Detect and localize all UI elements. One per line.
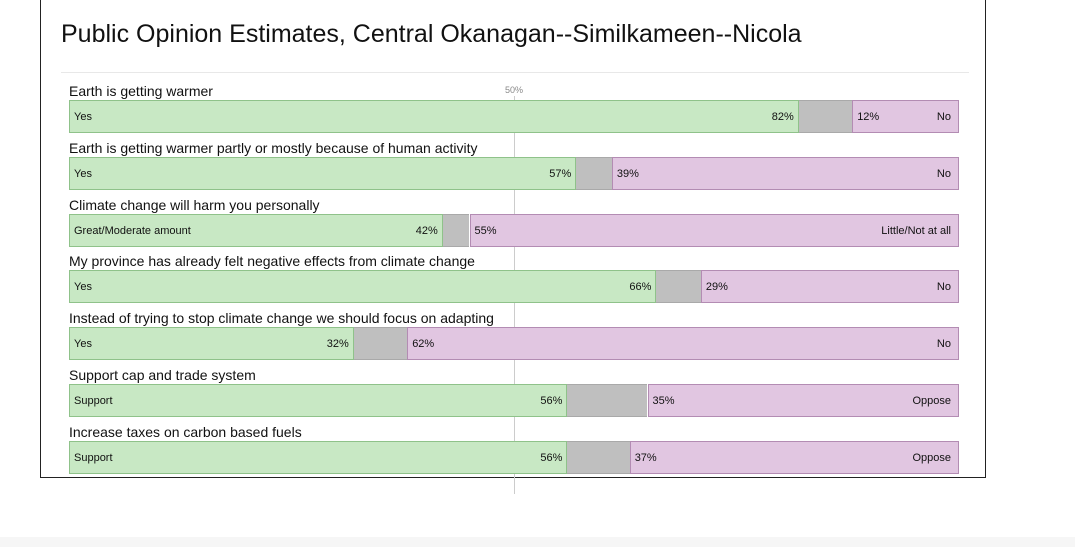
neutral-bar (656, 270, 701, 304)
neutral-bar (798, 100, 853, 133)
midpoint-label: 50% (504, 85, 524, 95)
title-divider (61, 72, 969, 73)
positive-value: 57% (549, 167, 572, 180)
positive-label: Yes (74, 281, 92, 294)
positive-value: 82% (771, 111, 794, 123)
negative-label: Little/Not at all (881, 224, 951, 237)
chart-panel: Public Opinion Estimates, Central Okanag… (40, 0, 987, 494)
positive-bar: Yes 82% (69, 100, 799, 133)
positive-label: Great/Moderate amount (74, 224, 191, 237)
positive-value: 42% (415, 224, 438, 237)
negative-value: 37% (634, 451, 657, 464)
positive-bar: Yes 32% (69, 327, 354, 361)
negative-label: Oppose (912, 395, 951, 407)
positive-bar: Yes 66% (69, 270, 657, 304)
positive-bar: Great/Moderate amount 42% (69, 213, 443, 247)
positive-bar: Support 56% (69, 384, 568, 417)
negative-label: No (936, 111, 951, 123)
neutral-bar (353, 327, 408, 361)
negative-value: 62% (412, 338, 435, 351)
negative-value: 35% (652, 395, 675, 407)
negative-bar: 12% No (852, 100, 959, 133)
neutral-bar (576, 156, 612, 190)
positive-value: 56% (540, 395, 563, 407)
positive-label: Support (74, 451, 113, 464)
positive-value: 32% (326, 338, 349, 351)
question-label: Increase taxes on carbon based fuels (69, 423, 304, 440)
question-label: My province has already felt negative ef… (69, 253, 477, 270)
positive-value: 56% (540, 451, 563, 464)
positive-bar: Support 56% (69, 440, 568, 474)
positive-label: Yes (74, 167, 92, 180)
neutral-bar (567, 440, 630, 474)
negative-bar: 39% No (611, 156, 959, 190)
question-label: Instead of trying to stop climate change… (69, 310, 496, 327)
negative-bar: 37% Oppose (629, 440, 959, 474)
neutral-bar (567, 384, 648, 417)
question-label: Support cap and trade system (69, 367, 258, 383)
negative-label: No (936, 338, 951, 351)
negative-bar: 62% No (407, 327, 959, 361)
question-label: Earth is getting warmer partly or mostly… (69, 139, 480, 156)
negative-label: Oppose (912, 451, 951, 464)
negative-bar: 29% No (700, 270, 959, 304)
neutral-bar (442, 213, 470, 247)
negative-value: 12% (857, 111, 880, 123)
question-label: Climate change will harm you personally (69, 196, 322, 213)
negative-label: No (936, 167, 951, 180)
diverging-bar-chart: 50% Earth is getting warmer Yes 82% 12% No Ear… (41, 0, 987, 494)
negative-value: 29% (705, 281, 728, 294)
question-label: Earth is getting warmer (69, 83, 215, 99)
negative-bar: 55% Little/Not at all (469, 213, 959, 247)
positive-bar: Yes 57% (69, 156, 577, 190)
negative-bar: 35% Oppose (647, 384, 959, 417)
positive-label: Yes (74, 111, 92, 123)
positive-value: 66% (629, 281, 652, 294)
negative-label: No (936, 281, 951, 294)
page-bottom-strip (0, 537, 1075, 547)
positive-label: Yes (74, 338, 92, 351)
negative-value: 39% (616, 167, 639, 180)
positive-label: Support (74, 395, 113, 407)
negative-value: 55% (474, 224, 497, 237)
chart-title: Public Opinion Estimates, Central Okanag… (61, 20, 802, 48)
